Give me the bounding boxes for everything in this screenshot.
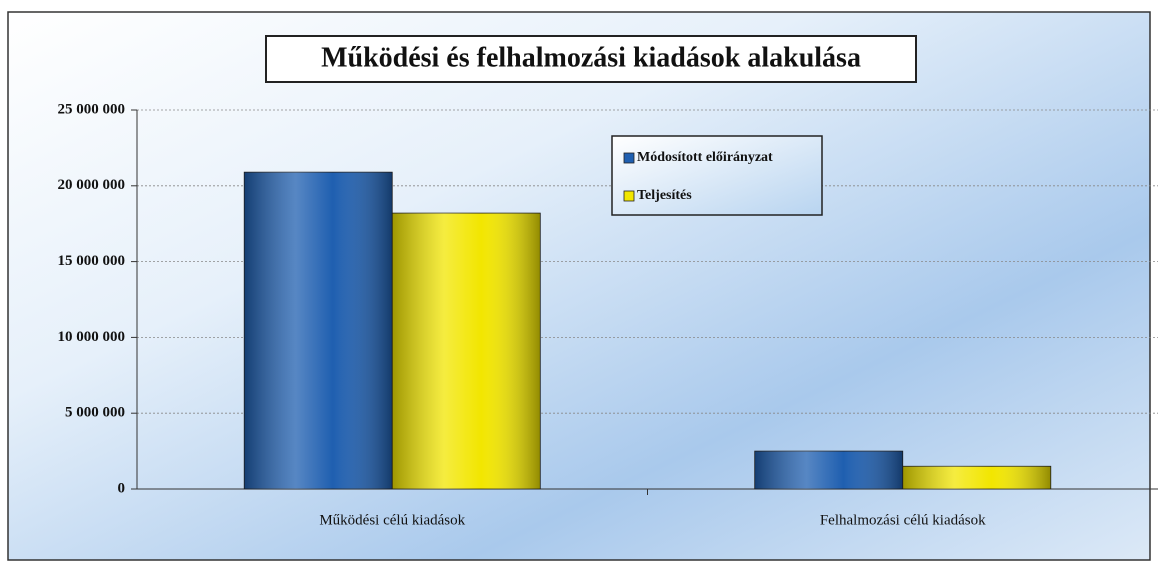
legend-swatch — [623, 152, 635, 164]
legend-box — [611, 135, 823, 216]
chart-title: Működési és felhalmozási kiadások alakul… — [321, 42, 861, 73]
x-tick-label: Felhalmozási célú kiadások — [820, 512, 986, 528]
y-tick-label: 15 000 000 — [58, 253, 126, 269]
bar-shade — [392, 213, 541, 489]
x-tick-label: Működési célú kiadások — [319, 512, 465, 528]
y-tick-label: 5 000 000 — [65, 405, 125, 421]
legend-label: Módosított előirányzat — [637, 150, 773, 165]
bar-shade — [902, 466, 1051, 489]
bar-shade — [754, 451, 903, 489]
y-tick-label: 10 000 000 — [58, 329, 126, 345]
y-tick-label: 25 000 000 — [58, 101, 126, 117]
title-box — [265, 35, 917, 83]
legend-label: Teljesítés — [637, 188, 692, 203]
y-tick-label: 0 — [118, 480, 126, 496]
bar-shade — [244, 172, 393, 489]
legend-swatch — [623, 190, 635, 202]
y-tick-label: 20 000 000 — [58, 177, 126, 193]
